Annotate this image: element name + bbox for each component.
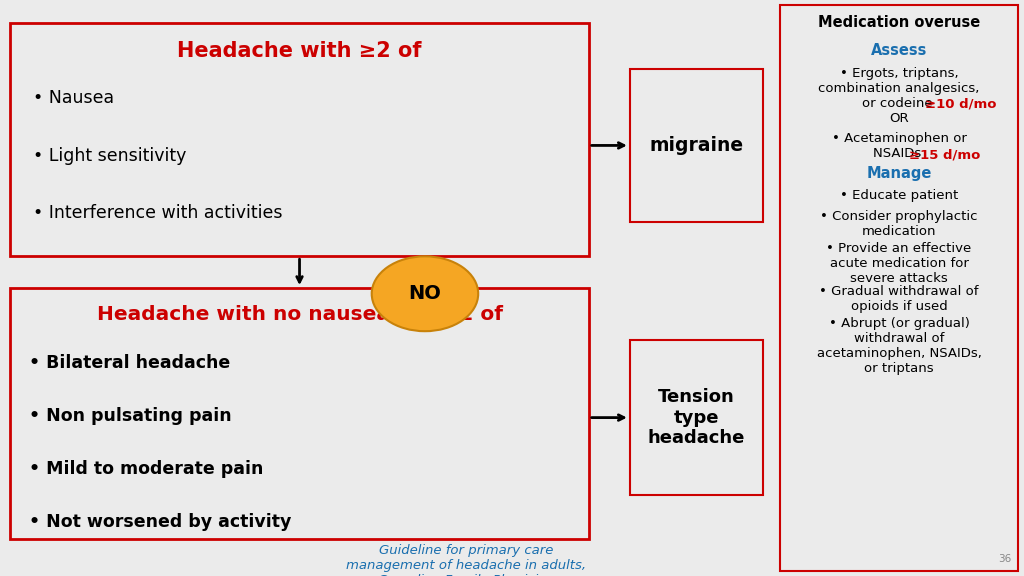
Text: migraine: migraine bbox=[649, 136, 743, 155]
Text: Guideline for primary care
management of headache in adults,
Canadian Family Phy: Guideline for primary care management of… bbox=[346, 544, 586, 576]
Text: OR: OR bbox=[889, 112, 909, 125]
Text: Tension
type
headache: Tension type headache bbox=[647, 388, 745, 448]
Text: • Gradual withdrawal of
opioids if used: • Gradual withdrawal of opioids if used bbox=[819, 285, 979, 313]
Text: Assess: Assess bbox=[870, 43, 928, 58]
Text: • Mild to moderate pain: • Mild to moderate pain bbox=[29, 460, 263, 478]
Text: ≥15 d/mo: ≥15 d/mo bbox=[909, 149, 981, 162]
Text: • Nausea: • Nausea bbox=[33, 89, 114, 107]
Text: Medication overuse: Medication overuse bbox=[818, 15, 980, 30]
Text: ≥10 d/mo: ≥10 d/mo bbox=[925, 98, 996, 111]
Text: • Not worsened by activity: • Not worsened by activity bbox=[29, 513, 291, 531]
Text: • Light sensitivity: • Light sensitivity bbox=[33, 147, 186, 165]
Text: NO: NO bbox=[409, 285, 441, 303]
Text: • Educate patient: • Educate patient bbox=[840, 189, 958, 202]
FancyBboxPatch shape bbox=[10, 23, 589, 256]
Text: • Provide an effective
acute medication for
severe attacks: • Provide an effective acute medication … bbox=[826, 242, 972, 285]
Text: Headache with no nausea but ≥2 of: Headache with no nausea but ≥2 of bbox=[96, 305, 503, 324]
Text: • Consider prophylactic
medication: • Consider prophylactic medication bbox=[820, 210, 978, 238]
Text: 36: 36 bbox=[998, 555, 1012, 564]
Text: • Acetaminophen or
NSAIDs: • Acetaminophen or NSAIDs bbox=[831, 132, 967, 161]
Text: Headache with ≥2 of: Headache with ≥2 of bbox=[177, 41, 422, 62]
Text: • Bilateral headache: • Bilateral headache bbox=[29, 354, 230, 372]
Text: • Abrupt (or gradual)
withdrawal of
acetaminophen, NSAIDs,
or triptans: • Abrupt (or gradual) withdrawal of acet… bbox=[816, 317, 982, 376]
Ellipse shape bbox=[372, 256, 478, 331]
FancyBboxPatch shape bbox=[630, 69, 763, 222]
Text: • Non pulsating pain: • Non pulsating pain bbox=[29, 407, 231, 425]
FancyBboxPatch shape bbox=[630, 340, 763, 495]
FancyBboxPatch shape bbox=[780, 5, 1018, 571]
Text: • Ergots, triptans,
combination analgesics,
or codeine: • Ergots, triptans, combination analgesi… bbox=[818, 67, 980, 110]
Text: Manage: Manage bbox=[866, 166, 932, 181]
Text: • Interference with activities: • Interference with activities bbox=[33, 204, 283, 222]
FancyBboxPatch shape bbox=[10, 288, 589, 539]
